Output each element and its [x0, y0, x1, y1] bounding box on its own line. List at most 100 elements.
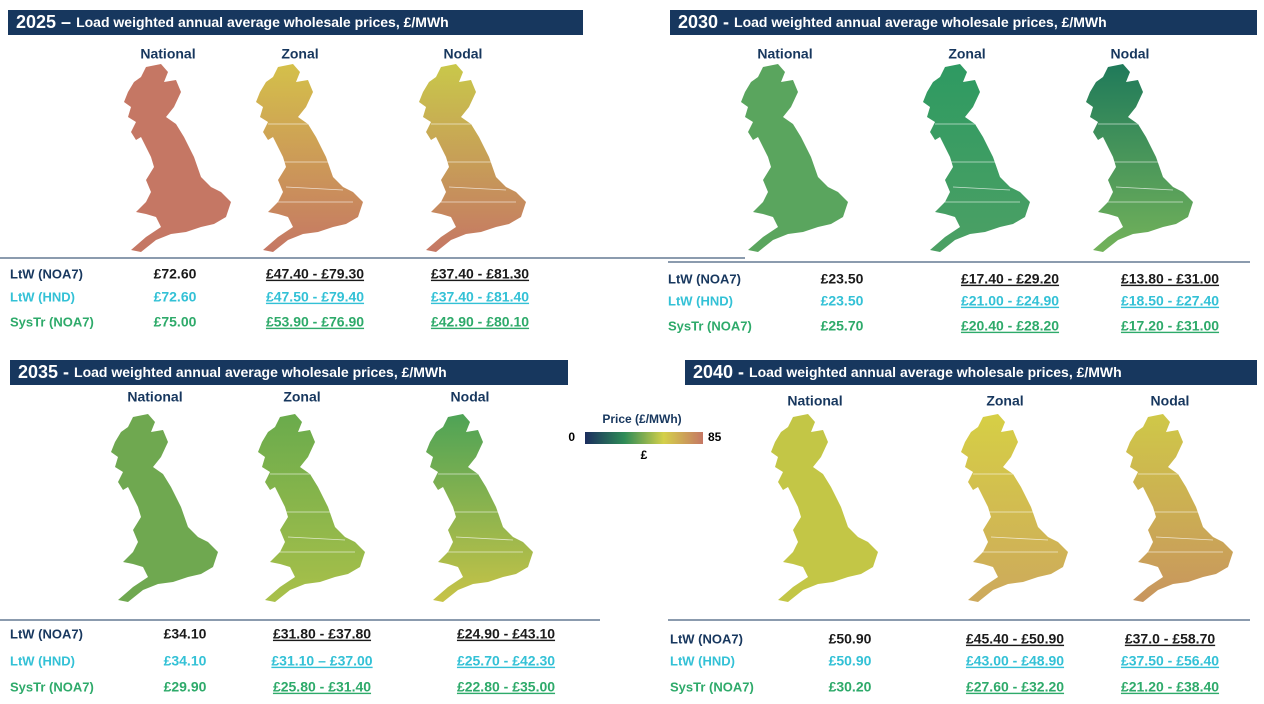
- price-value: £50.90: [829, 653, 872, 669]
- title-bar: [8, 10, 583, 35]
- price-value: £34.10: [164, 626, 207, 642]
- map-shape: [961, 414, 1068, 602]
- row-label: LtW (NOA7): [10, 626, 83, 641]
- column-header: Zonal: [281, 46, 318, 62]
- panel-subtitle: Load weighted annual average wholesale p…: [76, 14, 449, 30]
- row-label: LtW (HND): [10, 653, 75, 668]
- price-value: £37.40 - £81.30: [431, 266, 529, 282]
- panel-year: 2025 –: [16, 12, 71, 32]
- panel-year: 2035 -: [18, 362, 69, 382]
- panel-title: 2025 – Load weighted annual average whole…: [16, 12, 449, 32]
- map-shape: [111, 414, 218, 602]
- panel-year: 2040 -: [693, 362, 744, 382]
- map-shape: [419, 64, 526, 252]
- price-value: £13.80 - £31.00: [1121, 271, 1219, 287]
- column-header: Zonal: [986, 393, 1023, 409]
- zone-borders: [1098, 123, 1183, 203]
- price-value: £21.00 - £24.90: [961, 293, 1059, 309]
- price-value: £37.40 - £81.40: [431, 289, 529, 305]
- map: [771, 414, 878, 602]
- price-value: £37.0 - £58.70: [1125, 631, 1216, 647]
- panel-subtitle: Load weighted annual average wholesale p…: [74, 364, 447, 380]
- price-value: £23.50: [821, 293, 864, 309]
- column-header: National: [140, 46, 195, 62]
- legend-unit: £: [641, 448, 648, 462]
- price-value: £30.20: [829, 679, 872, 695]
- map: [419, 64, 526, 252]
- zone-borders: [973, 473, 1058, 553]
- zone-borders: [438, 473, 523, 553]
- column-header: Nodal: [444, 46, 483, 62]
- map-shape: [426, 414, 533, 602]
- row-label: SysTr (NOA7): [668, 318, 752, 333]
- map-shape: [771, 414, 878, 602]
- map: [426, 414, 533, 602]
- row-label: LtW (NOA7): [668, 271, 741, 286]
- zone-borders: [431, 123, 516, 203]
- price-value: £47.40 - £79.30: [266, 266, 364, 282]
- row-label: LtW (HND): [10, 289, 75, 304]
- row-label: LtW (NOA7): [670, 631, 743, 646]
- price-value: £47.50 - £79.40: [266, 289, 364, 305]
- map: [961, 414, 1068, 602]
- legend-max: 85: [708, 430, 722, 444]
- price-value: £29.90: [164, 679, 207, 695]
- map: [111, 414, 218, 602]
- column-header: National: [127, 389, 182, 405]
- price-value: £27.60 - £32.20: [966, 679, 1064, 695]
- panel-year: 2030 -: [678, 12, 729, 32]
- map: [124, 64, 231, 252]
- map: [256, 64, 363, 252]
- panel-subtitle: Load weighted annual average wholesale p…: [734, 14, 1107, 30]
- price-value: £21.20 - £38.40: [1121, 679, 1219, 695]
- map: [258, 414, 365, 602]
- panel-title: 2030 - Load weighted annual average whole…: [678, 12, 1107, 32]
- price-value: £18.50 - £27.40: [1121, 293, 1219, 309]
- title-bar: [685, 360, 1257, 385]
- colorbar: [585, 432, 703, 444]
- price-value: £72.60: [154, 289, 197, 305]
- panel-title: 2035 - Load weighted annual average whole…: [18, 362, 447, 382]
- price-value: £22.80 - £35.00: [457, 679, 555, 695]
- title-bar: [10, 360, 568, 385]
- column-header: National: [757, 46, 812, 62]
- map: [741, 64, 848, 252]
- column-header: Zonal: [283, 389, 320, 405]
- zone-borders: [270, 473, 355, 553]
- price-value: £75.00: [154, 314, 197, 330]
- map-shape: [124, 64, 231, 252]
- panel-subtitle: Load weighted annual average wholesale p…: [749, 364, 1122, 380]
- map-shape: [258, 414, 365, 602]
- price-value: £34.10: [164, 653, 207, 669]
- price-value: £31.80 - £37.80: [273, 626, 371, 642]
- price-value: £45.40 - £50.90: [966, 631, 1064, 647]
- column-header: Zonal: [948, 46, 985, 62]
- row-label: LtW (NOA7): [10, 266, 83, 281]
- map-shape: [923, 64, 1030, 252]
- price-value: £25.80 - £31.40: [273, 679, 371, 695]
- legend-title: Price (£/MWh): [602, 412, 681, 426]
- row-label: SysTr (NOA7): [10, 314, 94, 329]
- legend-min: 0: [568, 430, 575, 444]
- panel-title: 2040 - Load weighted annual average whole…: [693, 362, 1122, 382]
- price-value: £72.60: [154, 266, 197, 282]
- column-header: Nodal: [451, 389, 490, 405]
- price-value: £53.90 - £76.90: [266, 314, 364, 330]
- price-value: £43.00 - £48.90: [966, 653, 1064, 669]
- price-value: £17.20 - £31.00: [1121, 318, 1219, 334]
- column-header: Nodal: [1111, 46, 1150, 62]
- row-label: LtW (HND): [668, 293, 733, 308]
- zone-borders: [935, 123, 1020, 203]
- title-bar: [670, 10, 1257, 35]
- price-value: £25.70: [821, 318, 864, 334]
- price-value: £17.40 - £29.20: [961, 271, 1059, 287]
- price-value: £42.90 - £80.10: [431, 314, 529, 330]
- map: [1086, 64, 1193, 252]
- price-value: £20.40 - £28.20: [961, 318, 1059, 334]
- price-value: £37.50 - £56.40: [1121, 653, 1219, 669]
- map: [1126, 414, 1233, 602]
- row-label: SysTr (NOA7): [670, 679, 754, 694]
- row-label: SysTr (NOA7): [10, 679, 94, 694]
- map-shape: [1126, 414, 1233, 602]
- map-shape: [256, 64, 363, 252]
